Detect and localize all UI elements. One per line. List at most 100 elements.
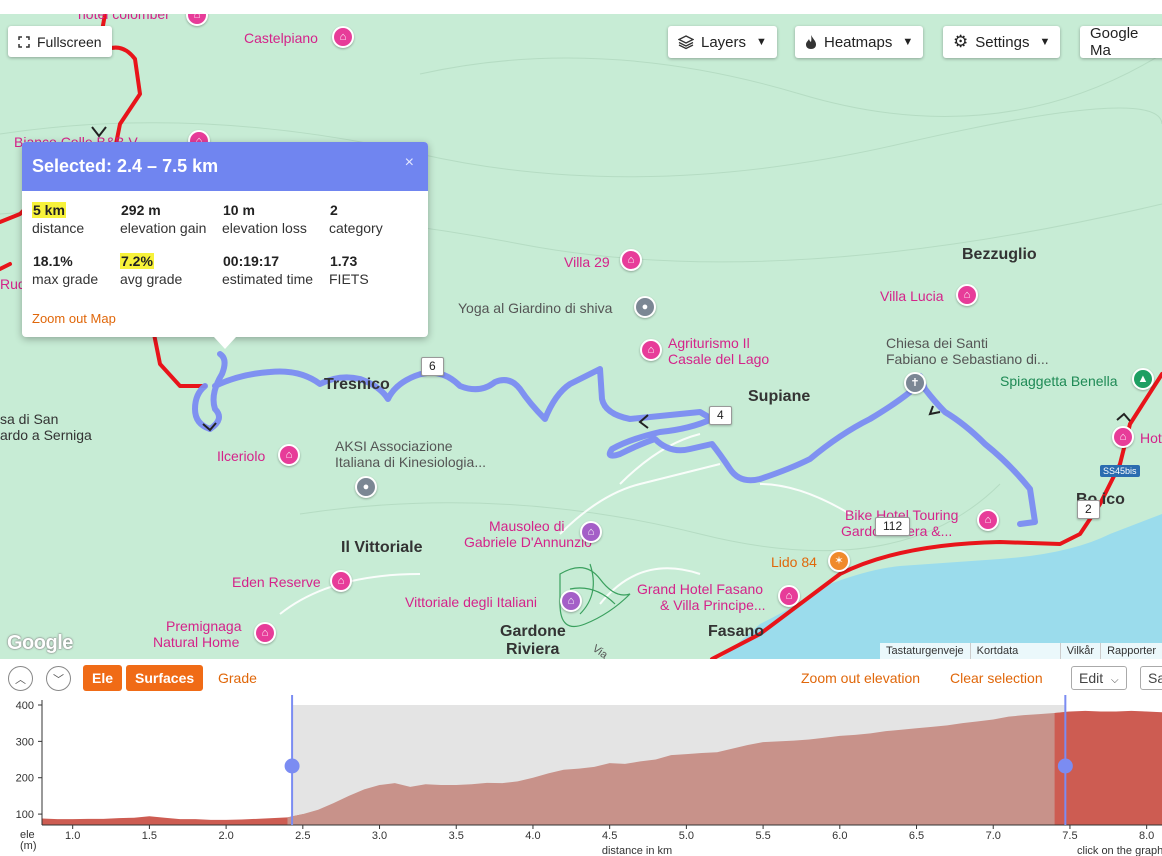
place-pin-icon[interactable]: ● (355, 476, 377, 498)
poi-vittoriale-italiani[interactable]: Vittoriale degli Italiani (405, 594, 538, 610)
layers-button[interactable]: Layers ▼ (668, 26, 777, 58)
y-tick-label: 300 (16, 736, 34, 748)
monument-pin-icon[interactable]: ⌂ (560, 590, 582, 612)
stat-value: 1.73 (330, 253, 358, 269)
google-maps-label: Google Ma (1090, 25, 1139, 59)
church-pin-icon[interactable]: ✝ (904, 372, 926, 394)
save-button[interactable]: Sa (1140, 666, 1162, 690)
elevation-chart[interactable]: 100 200 300 400 1.0 1.5 2.0 2.5 3.0 3.5 4.0 4.5 5.0 5… (0, 695, 1162, 856)
hotel-pin-icon[interactable]: ⌂ (977, 509, 999, 531)
hotel-pin-icon[interactable]: ⌂ (956, 284, 978, 306)
place-bezzuglio: Bezzuglio (962, 246, 1037, 263)
stat-label: distance (32, 220, 85, 236)
settings-button[interactable]: ⚙ Settings ▼ (943, 26, 1061, 58)
ele-button[interactable]: Ele (83, 665, 123, 691)
x-axis-title: distance in km (602, 845, 672, 856)
chevron-down-icon: ▼ (756, 36, 767, 48)
zoom-out-elevation-link[interactable]: Zoom out elevation (801, 670, 921, 686)
attribution-report[interactable]: Rapporter (1100, 643, 1162, 659)
poi-yoga[interactable]: Yoga al Giardino di shiva (458, 300, 613, 316)
chart-corner-note: click on the graph (1077, 845, 1162, 856)
hotel-pin-icon[interactable]: ⌂ (254, 622, 276, 644)
poi-ilceriolo[interactable]: Ilceriolo (217, 448, 266, 464)
poi-castelpiano[interactable]: Castelpiano (244, 30, 318, 46)
hotel-pin-icon[interactable]: ⌂ (778, 585, 800, 607)
elevation-area-selected (287, 711, 1070, 825)
poi-hot[interactable]: Hot (1140, 430, 1162, 446)
food-pin-icon[interactable]: ✶ (828, 550, 850, 572)
heatmaps-label: Heatmaps (824, 33, 893, 51)
poi-premignaga-line2[interactable]: Natural Home (153, 634, 240, 650)
poi-chiesa-line1[interactable]: Chiesa dei Santi (886, 335, 988, 351)
hotel-pin-icon[interactable]: ⌂ (1112, 426, 1134, 448)
place-supiane: Supiane (748, 388, 811, 405)
grade-link[interactable]: Grade (218, 670, 257, 686)
chevron-up-icon[interactable]: ︿ (8, 666, 33, 691)
poi-bike-hotel-line1[interactable]: Bike Hotel Touring (845, 507, 959, 523)
poi-rud[interactable]: Rud (0, 276, 26, 292)
y-tick-label: 200 (16, 773, 34, 785)
attribution-mapdata: Kortdata ©2024 (969, 643, 1060, 659)
poi-premignaga-line1[interactable]: Premignaga (166, 618, 242, 634)
close-icon[interactable]: × (404, 154, 414, 171)
selection-popup: Selected: 2.4 – 7.5 km × 5 km distance 2… (22, 142, 428, 349)
route-marker-112: 112 (875, 517, 911, 536)
poi-villa-lucia[interactable]: Villa Lucia (880, 288, 944, 304)
x-tick-label: 3.0 (372, 830, 387, 842)
x-tick-label: 1.5 (142, 830, 157, 842)
chevron-down-icon[interactable]: ﹀ (46, 666, 71, 691)
x-tick-label: 5.5 (755, 830, 770, 842)
x-tick-label: 7.5 (1062, 830, 1077, 842)
stat-value: 5 km (32, 202, 66, 218)
poi-villa-29[interactable]: Villa 29 (564, 254, 610, 270)
hotel-pin-icon[interactable]: ⌂ (330, 570, 352, 592)
place-san-line2: ardo a Serniga (0, 427, 92, 443)
poi-mausoleo-line1[interactable]: Mausoleo di (489, 518, 565, 534)
poi-agriturismo-line2[interactable]: Casale del Lago (668, 351, 770, 367)
poi-aksi-line1[interactable]: AKSI Associazione (335, 438, 453, 454)
poi-spiaggetta[interactable]: Spiaggetta Benella (1000, 373, 1118, 389)
google-maps-button[interactable]: Google Ma (1080, 25, 1162, 59)
poi-hotel-colomber[interactable]: hotel colomber (78, 14, 170, 22)
poi-eden-reserve[interactable]: Eden Reserve (232, 574, 321, 590)
hotel-pin-icon[interactable]: ⌂ (640, 339, 662, 361)
google-logo: Google (7, 632, 73, 654)
selection-end-handle[interactable] (1057, 758, 1073, 774)
poi-agriturismo-line1[interactable]: Agriturismo Il (668, 335, 750, 351)
settings-label: Settings (975, 33, 1030, 51)
poi-aksi-line2[interactable]: Italiana di Kinesiologia... (335, 454, 486, 470)
surfaces-button[interactable]: Surfaces (126, 665, 204, 691)
monument-pin-icon[interactable]: ⌂ (580, 521, 602, 543)
fullscreen-button[interactable]: Fullscreen (8, 26, 112, 57)
route-marker-4: 4 (709, 406, 732, 425)
stat-value: 18.1% (33, 253, 73, 269)
attribution-shortcuts[interactable]: Tastaturgenveje (886, 645, 964, 657)
heatmaps-button[interactable]: Heatmaps ▼ (795, 26, 924, 58)
stat-value: 292 m (121, 202, 161, 218)
flame-icon (806, 35, 816, 49)
selection-start-handle[interactable] (284, 758, 300, 774)
hotel-pin-icon[interactable]: ⌂ (620, 249, 642, 271)
zoom-out-map-link[interactable]: Zoom out Map (32, 311, 116, 326)
edit-dropdown[interactable]: Edit ⌵ (1071, 666, 1127, 690)
poi-lido-84[interactable]: Lido 84 (771, 554, 817, 570)
elevation-area-before (42, 814, 303, 825)
attribution-terms[interactable]: Vilkår (1059, 643, 1100, 659)
map-view[interactable]: hotel colomber ⌂ Castelpiano ⌂ Bianco Co… (0, 14, 1162, 659)
stat-value: 7.2% (120, 253, 154, 269)
road-shield-ss45bis: SS45bis (1100, 465, 1140, 477)
beach-pin-icon[interactable]: ▲ (1132, 368, 1154, 390)
y-axis-unit: (m) (20, 840, 37, 852)
hotel-pin-icon[interactable]: ⌂ (278, 444, 300, 466)
chevron-down-icon: ▼ (1039, 36, 1051, 48)
clear-selection-link[interactable]: Clear selection (950, 670, 1043, 686)
top-strip (0, 0, 1162, 14)
poi-chiesa-line2[interactable]: Fabiano e Sebastiano di... (886, 351, 1049, 367)
poi-mausoleo-line2[interactable]: Gabriele D'Annunzio (464, 534, 592, 550)
hotel-pin-icon[interactable]: ⌂ (332, 26, 354, 48)
poi-grand-hotel-line2[interactable]: & Villa Principe... (660, 597, 766, 613)
route-marker-6: 6 (421, 357, 444, 376)
place-pin-icon[interactable]: ● (634, 296, 656, 318)
poi-grand-hotel-line1[interactable]: Grand Hotel Fasano (637, 581, 764, 597)
stat-label: elevation loss (222, 220, 307, 236)
